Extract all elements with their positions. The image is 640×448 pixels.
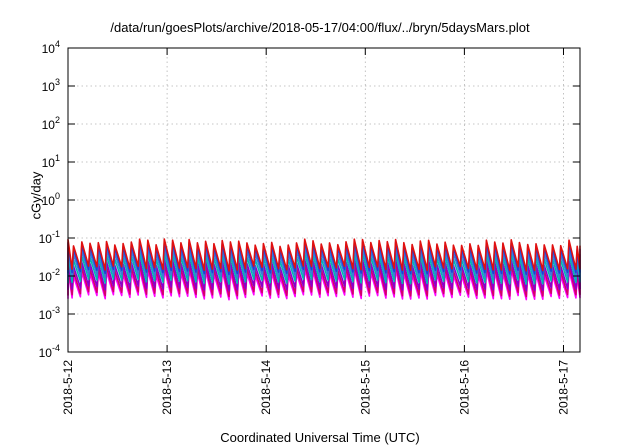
y-tick-label: 10-1 <box>39 229 60 246</box>
chart-title: /data/run/goesPlots/archive/2018-05-17/0… <box>110 20 530 35</box>
y-tick-label: 101 <box>42 153 60 170</box>
x-tick-label: 2018-5-17 <box>556 360 570 415</box>
x-tick-label: 2018-5-16 <box>457 360 471 415</box>
x-axis-label: Coordinated Universal Time (UTC) <box>220 430 420 445</box>
axes: 10-4 10-3 10-2 10-1 100 101 102 103 104 2018-5-12… <box>39 39 581 415</box>
y-tick-label: 104 <box>42 39 60 56</box>
x-tick-label: 2018-5-12 <box>61 360 75 415</box>
series-line <box>67 246 581 280</box>
y-tick-label: 103 <box>42 77 60 94</box>
series-line <box>67 268 581 301</box>
y-tick-label: 10-4 <box>39 343 60 360</box>
series-line <box>67 252 581 285</box>
y-tick-label: 10-2 <box>39 267 60 284</box>
x-tick-label: 2018-5-15 <box>358 360 372 415</box>
series-line <box>67 258 581 292</box>
grid <box>68 48 580 352</box>
x-tick-label: 2018-5-13 <box>160 360 174 415</box>
series-group <box>67 238 581 301</box>
y-tick-label: 10-3 <box>39 305 60 322</box>
y-tick-label: 102 <box>42 115 60 132</box>
x-tick-label: 2018-5-14 <box>259 360 273 415</box>
plot-frame <box>67 47 581 353</box>
series-line <box>67 263 581 298</box>
y-tick-label: 100 <box>42 191 60 208</box>
series-line <box>67 238 581 272</box>
